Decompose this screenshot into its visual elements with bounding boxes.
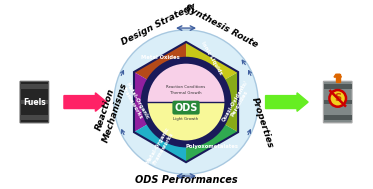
Circle shape xyxy=(329,90,346,107)
FancyBboxPatch shape xyxy=(323,81,352,123)
Polygon shape xyxy=(186,123,238,162)
FancyBboxPatch shape xyxy=(20,81,49,123)
Polygon shape xyxy=(21,84,48,89)
Text: Metal-Organic
Frameworks: Metal-Organic Frameworks xyxy=(145,126,176,167)
FancyArrow shape xyxy=(266,93,308,111)
Text: Thermal Growth: Thermal Growth xyxy=(170,91,202,95)
Text: Quasi-Oxidants/
Peroxides: Quasi-Oxidants/ Peroxides xyxy=(221,79,254,125)
Text: Design Strategy: Design Strategy xyxy=(120,2,197,47)
Text: Reaction Conditions: Reaction Conditions xyxy=(166,85,206,89)
Polygon shape xyxy=(324,100,352,104)
Text: Light Growth: Light Growth xyxy=(173,117,199,121)
Text: Metal Oxides: Metal Oxides xyxy=(141,55,180,60)
Circle shape xyxy=(114,30,258,174)
Polygon shape xyxy=(134,123,186,162)
Text: Metal-Organic
Frameworks: Metal-Organic Frameworks xyxy=(119,81,150,123)
Text: Reaction
Mechanisms: Reaction Mechanisms xyxy=(91,79,129,144)
Text: Synthesis Route: Synthesis Route xyxy=(183,3,259,49)
Text: S: S xyxy=(334,93,341,103)
Polygon shape xyxy=(134,72,149,132)
Text: ODS: ODS xyxy=(174,103,198,113)
Polygon shape xyxy=(134,42,186,81)
Text: Fuels: Fuels xyxy=(23,98,46,107)
Polygon shape xyxy=(223,72,238,132)
Polygon shape xyxy=(336,74,339,82)
Polygon shape xyxy=(186,42,238,81)
Text: ODS Performances: ODS Performances xyxy=(135,175,237,185)
Wedge shape xyxy=(146,102,226,142)
FancyArrow shape xyxy=(64,93,107,111)
Text: Properties: Properties xyxy=(250,96,274,149)
Wedge shape xyxy=(146,62,226,102)
Polygon shape xyxy=(324,84,352,89)
Polygon shape xyxy=(324,115,352,120)
Polygon shape xyxy=(21,100,48,104)
Polygon shape xyxy=(334,74,341,77)
Text: Ionic Liquids: Ionic Liquids xyxy=(200,40,223,75)
Polygon shape xyxy=(21,115,48,120)
Text: Polyoxometalates: Polyoxometalates xyxy=(185,144,238,149)
